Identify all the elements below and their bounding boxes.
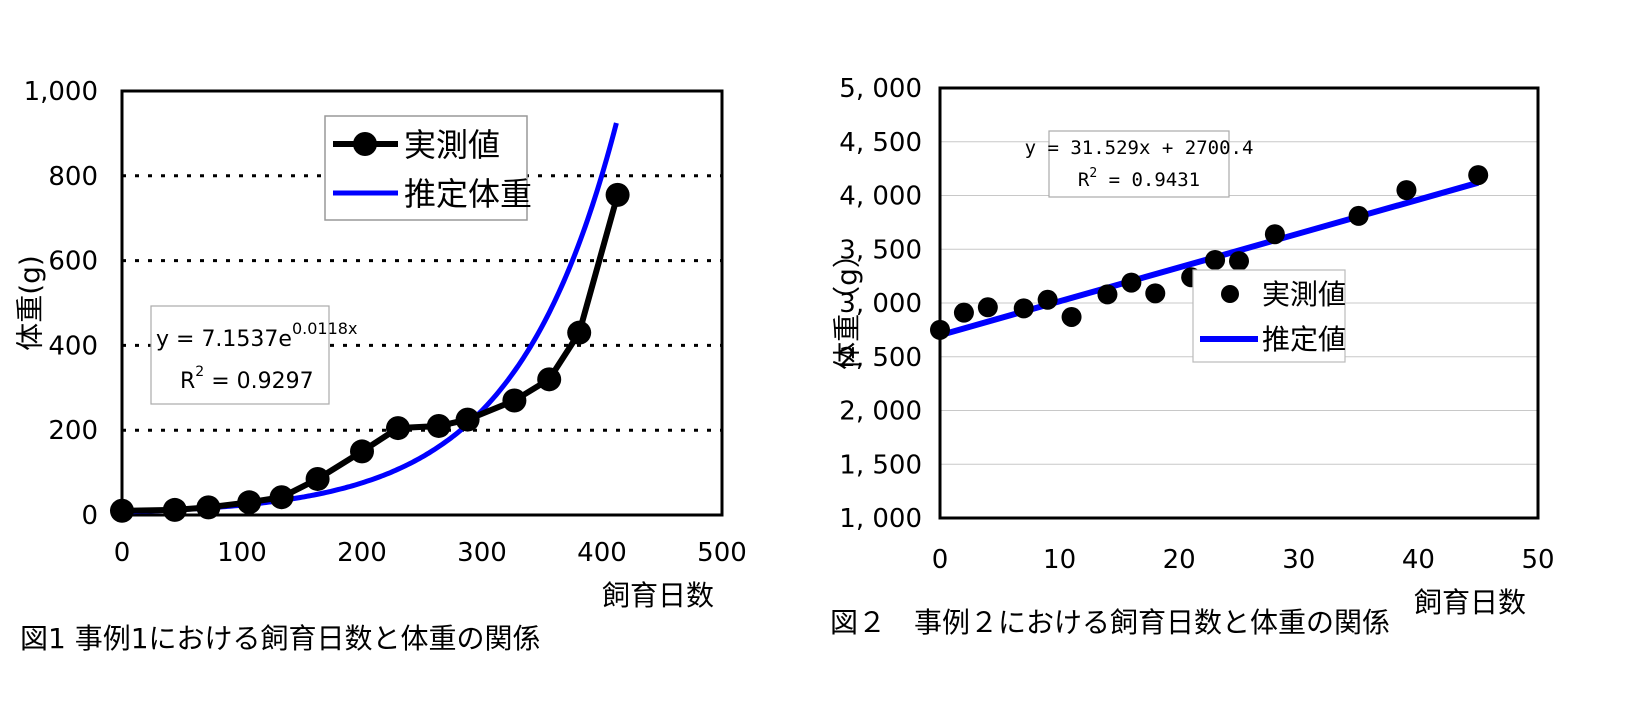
chart-2-data-point [1348, 205, 1369, 226]
chart-2-r-squared: R2 = 0.9431 [1078, 166, 1200, 191]
chart-2-x-tick-label: 20 [1163, 545, 1196, 575]
chart-1-equation-box: y = 7.1537e0.0118x R2 = 0.9297 [150, 305, 357, 405]
chart-2-x-tick-labels: 0 10 20 30 40 50 [932, 545, 1555, 575]
chart-1-r-squared-exp: 2 [195, 364, 204, 380]
chart-1-legend-label-measured: 実測値 [404, 126, 500, 164]
chart-1-equation: y = 7.1537e0.0118x [156, 319, 357, 352]
chart-1-data-point [567, 320, 592, 345]
chart-2-data-point [1121, 272, 1142, 293]
chart-2-series-measured-points [930, 165, 1489, 340]
chart-1-data-point [196, 495, 221, 520]
chart-2-data-point [1205, 250, 1226, 270]
chart-2: 1, 000 1, 500 2, 000 2, 500 3, 000 3, 500 4, 0… [830, 74, 1555, 639]
chart-1-r-squared-value: = 0.9297 [204, 369, 313, 394]
chart-1-data-point [110, 498, 134, 523]
chart-2-equation-frame [1048, 130, 1230, 198]
chart-2-plot-frame [938, 86, 1540, 520]
chart-1-x-tick-label: 500 [697, 538, 747, 568]
chart-2-x-axis-label: 飼育日数 [1414, 586, 1526, 619]
chart-2-y-tick-labels: 1, 000 1, 500 2, 000 2, 500 3, 000 3, 500 4, 0… [839, 74, 922, 534]
chart-1-y-tick-label: 200 [48, 416, 98, 446]
chart-1-x-tick-label: 200 [337, 538, 387, 568]
chart-1-data-point [162, 497, 187, 522]
chart-2-y-axis-label: 体重（g） [831, 240, 864, 370]
chart-2-legend-box [1192, 269, 1346, 363]
chart-1-legend-marker-measured [353, 132, 377, 156]
chart-1-legend: 実測値 推定体重 [324, 115, 532, 221]
chart-2-data-point [1013, 298, 1034, 319]
chart-1-x-tick-label: 400 [577, 538, 627, 568]
chart-2-data-point [1145, 283, 1166, 304]
chart-2-y-tick-label: 1, 000 [839, 504, 922, 534]
chart-1-x-tick-label: 0 [114, 538, 131, 568]
chart-2-legend-marker-measured [1221, 285, 1239, 303]
chart-2-legend-label-measured: 実測値 [1262, 278, 1346, 311]
chart-1-x-axis-label: 飼育日数 [602, 579, 714, 612]
chart-2-legend: 実測値 推定値 [1192, 269, 1346, 363]
chart-2-data-point [1264, 224, 1285, 245]
chart-1-x-tick-labels: 0 100 200 300 400 500 [114, 538, 747, 568]
chart-2-y-tick-label: 1, 500 [839, 450, 922, 480]
chart-2-x-tick-label: 50 [1521, 545, 1554, 575]
chart-2-data-point [1229, 251, 1249, 272]
chart-2-data-point [977, 297, 998, 318]
chart-2-x-tick-label: 40 [1402, 545, 1435, 575]
chart-1-data-point [269, 485, 294, 510]
chart-2-r-squared-base: R [1078, 169, 1090, 191]
chart-2-y-tick-label: 4, 000 [839, 182, 922, 212]
chart-1-x-tick-label: 300 [457, 538, 507, 568]
chart-1-data-point [537, 367, 562, 392]
chart-2-data-point [1468, 165, 1489, 186]
chart-1-data-point [455, 407, 480, 432]
chart-1-y-tick-label: 1,000 [24, 77, 98, 107]
chart-2-r-squared-value: = 0.9431 [1097, 169, 1200, 191]
chart-1-legend-box [324, 115, 528, 221]
chart-1-data-point [350, 439, 374, 464]
chart-1-data-point [605, 182, 630, 207]
chart-1-legend-label-estimated: 推定体重 [404, 175, 532, 213]
chart-1-y-axis-label: 体重(g) [14, 255, 47, 351]
chart-2-y-tick-label: 3, 000 [839, 289, 922, 319]
chart-1-y-tick-label: 0 [81, 501, 98, 531]
chart-2-data-point [930, 319, 950, 340]
chart-1-plot-frame [120, 89, 724, 517]
chart-1: 0 200 400 600 800 1,000 0 100 200 300 400 500 体重(g… [14, 77, 747, 655]
chart-2-r-squared-exp: 2 [1089, 166, 1097, 181]
chart-1-r-squared: R2 = 0.9297 [180, 364, 314, 394]
chart-1-y-tick-label: 600 [48, 247, 98, 277]
chart-1-data-point [502, 388, 527, 413]
chart-1-caption: 図1 事例1における飼育日数と体重の関係 [20, 622, 541, 655]
chart-1-x-tick-label: 100 [217, 538, 267, 568]
chart-2-legend-label-estimated: 推定値 [1262, 323, 1346, 356]
chart-2-y-tick-label: 3, 500 [839, 235, 922, 265]
chart-2-data-point [1097, 284, 1118, 305]
chart-2-y-tick-label: 5, 000 [839, 74, 922, 104]
chart-2-equation-box: y = 31.529x + 2700.4 R2 = 0.9431 [1025, 130, 1254, 198]
chart-2-caption: 図２ 事例２における飼育日数と体重の関係 [830, 606, 1390, 639]
chart-1-y-tick-label: 800 [48, 162, 98, 192]
chart-2-x-tick-label: 10 [1043, 545, 1076, 575]
chart-1-equation-frame [150, 305, 330, 405]
chart-2-x-tick-label: 0 [932, 545, 949, 575]
chart-2-data-point [953, 302, 974, 323]
chart-2-data-point [1061, 306, 1082, 327]
chart-1-y-tick-label: 400 [48, 331, 98, 361]
chart-1-equation-base: y = 7.1537e [156, 327, 292, 352]
chart-2-y-tick-label: 2, 500 [839, 343, 922, 373]
chart-1-data-point [237, 490, 262, 515]
chart-2-equation: y = 31.529x + 2700.4 [1025, 137, 1254, 159]
chart-1-y-tick-labels: 0 200 400 600 800 1,000 [24, 77, 98, 531]
chart-1-data-point [386, 416, 410, 441]
chart-1-data-point [305, 466, 330, 491]
chart-2-x-tick-label: 30 [1282, 545, 1315, 575]
chart-2-data-point [1037, 289, 1058, 310]
chart-1-series-measured-points [110, 182, 630, 523]
chart-2-y-tick-label: 4, 500 [839, 128, 922, 158]
chart-1-equation-exponent: 0.0118x [292, 319, 357, 338]
chart-1-r-squared-base: R [180, 369, 195, 394]
chart-2-data-point [1396, 180, 1417, 201]
chart-2-y-tick-label: 2, 000 [839, 397, 922, 427]
chart-1-data-point [426, 413, 451, 438]
